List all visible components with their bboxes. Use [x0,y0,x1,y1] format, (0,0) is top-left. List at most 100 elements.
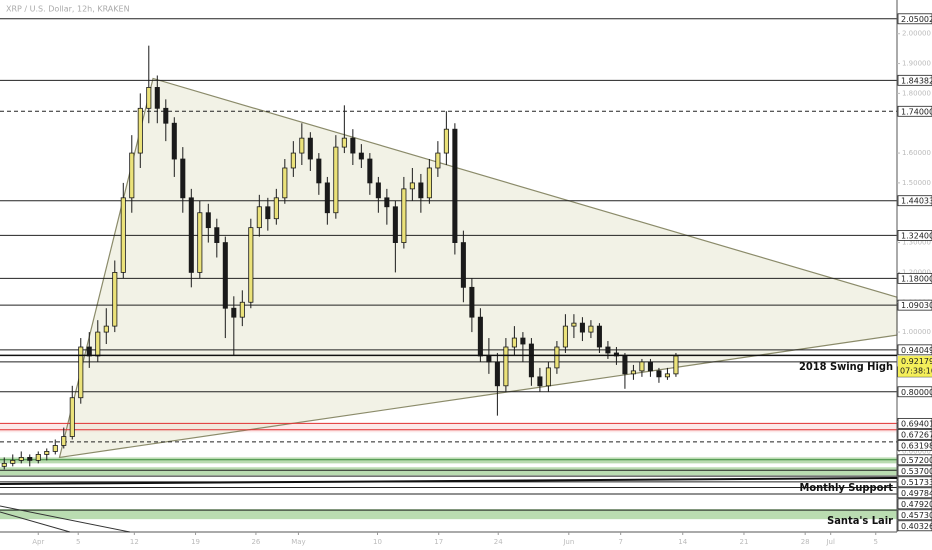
annotation: Monthly Support [799,481,893,494]
candle-body [545,367,551,387]
level-label-box [897,520,932,532]
level-label: 0.47920 [901,500,932,509]
candle-body [605,346,611,354]
level-label: 0.80000 [901,388,932,397]
zone [0,467,897,476]
candle-body [418,182,424,199]
candle-body [656,370,662,378]
candle-body [171,122,177,160]
candle-body [231,307,237,318]
candle-body [69,397,75,437]
candle-body [350,137,356,154]
level-label-box [897,105,932,117]
x-tick-label: 5 [76,538,80,546]
x-tick-label: 17 [434,538,443,546]
candle-body [673,355,679,375]
level-label-box [897,498,932,510]
candle-body [78,346,84,399]
level-label-box [897,487,932,499]
x-tick-label: Apr [32,538,44,546]
level-label-box [897,299,932,311]
candle-body [630,370,636,375]
y-tick-label: 0.60000 [902,447,931,455]
level-label-box [897,454,932,466]
candle-body [197,212,203,273]
y-tick-label: 1.00000 [902,328,931,336]
level-label: 1.09030 [901,301,932,310]
candle-body [222,242,228,309]
level-label-box [897,465,932,477]
x-tick-label: May [291,538,305,546]
candle-body [35,454,41,461]
candle-body [1,462,7,467]
candle-body [52,445,58,452]
candle-body [367,158,373,184]
countdown-label: 07:38:10 [900,366,932,375]
zone [0,457,897,464]
y-tick-label: 1.20000 [902,268,931,276]
candle-body [214,227,220,243]
candle-body [401,188,407,243]
candle-body [426,167,432,199]
level-label: 0.51733 [901,478,932,487]
candle-body [103,325,109,333]
candle-body [333,146,339,214]
candle-body [486,355,492,363]
candle-body [375,182,381,199]
candle-body [324,182,330,214]
candle-body [571,322,577,327]
candle-body [27,457,33,461]
candle-body [520,337,526,345]
candle-body [205,212,211,229]
candle-body [494,361,500,387]
level-label-box [897,195,932,207]
candle-body [622,355,628,375]
level-label-box [897,13,932,25]
trend-line [0,477,898,485]
level-label: 2.05002 [901,15,932,24]
y-tick-label: 1.80000 [902,89,931,97]
candle-body [265,206,271,220]
annotation: 2018 Swing High [799,360,893,373]
candle-body [477,316,483,357]
candle-body [469,286,475,318]
candle-body [554,346,560,369]
candle-body [528,343,534,378]
level-label: 1.32400 [901,231,932,240]
candle-body [435,152,441,169]
candle-body [316,158,322,184]
candle-body [409,182,415,190]
level-label-box [897,439,932,451]
level-label-box [897,417,932,429]
candle-body [146,87,152,109]
candle-body [112,272,118,327]
candle-body [137,107,143,154]
candle-body [44,451,50,455]
trend-line [0,505,131,533]
level-label-box [897,344,932,356]
candle-body [10,459,16,464]
zone [0,509,897,520]
x-tick-label: 7 [618,538,622,546]
last-price-label: 0.92179 [901,357,932,366]
y-tick-label: 1.60000 [902,149,931,157]
candle-body [95,331,101,357]
candle-body [664,373,670,378]
x-tick-label: 19 [191,538,200,546]
candle-body [452,128,458,243]
level-label: 0.63198 [901,441,932,450]
x-tick-label: Jun [562,538,574,546]
last-price-box [898,355,932,377]
candle-body [239,301,245,318]
candle-body [596,325,602,348]
candle-body [129,152,135,199]
y-tick-label: 2.00000 [902,30,931,38]
y-tick-label: 1.30000 [902,239,931,247]
candle-body [256,206,262,229]
level-label: 1.18000 [901,274,932,283]
candle-body [120,197,126,273]
y-tick-label: 1.90000 [902,60,931,68]
chart-title: XRP / U.S. Dollar, 12h, KRAKEN [6,5,130,14]
candle-body [384,197,390,208]
